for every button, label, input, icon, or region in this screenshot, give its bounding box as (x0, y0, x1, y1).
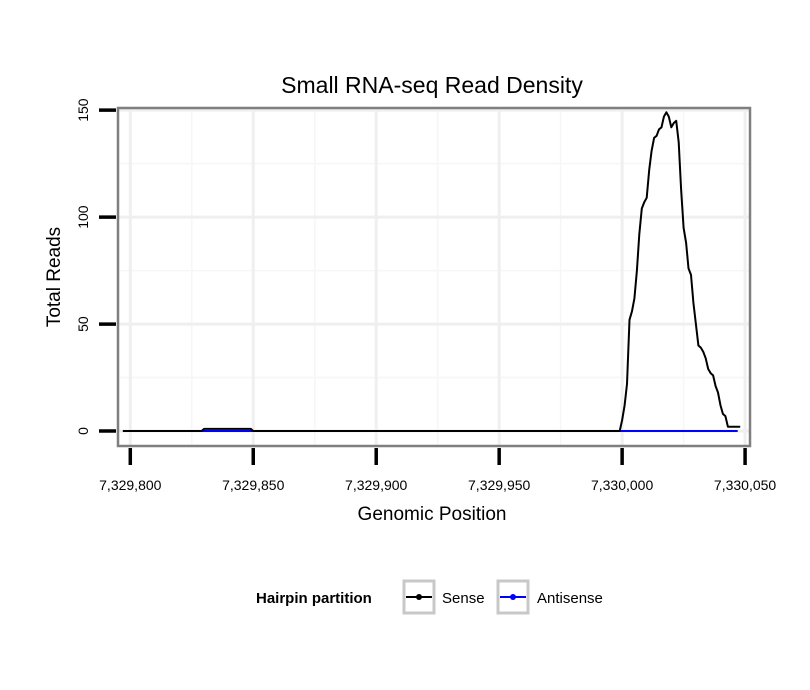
grid-lines (118, 108, 750, 446)
x-tick-label: 7,330,000 (591, 477, 653, 493)
y-axis-title: Total Reads (44, 227, 65, 327)
y-tick-label: 150 (75, 98, 91, 122)
x-tick-label: 7,330,050 (714, 477, 776, 493)
x-tick-label: 7,329,850 (222, 477, 284, 493)
legend-key-point (510, 594, 516, 600)
y-axis: 0 50 100 150 (75, 98, 116, 435)
x-axis-title: Genomic Position (358, 504, 507, 525)
x-tick-label: 7,329,800 (99, 477, 161, 493)
y-tick-label: 100 (75, 205, 91, 229)
x-tick-label: 7,329,950 (468, 477, 530, 493)
legend-label: Antisense (537, 590, 603, 607)
series-lines (122, 111, 741, 432)
legend-item-sense: Sense (402, 579, 485, 615)
plot-panel-border (116, 106, 752, 448)
x-tick-label: 7,329,900 (345, 477, 407, 493)
y-tick-label: 50 (75, 316, 91, 332)
legend: Hairpin partition Sense Antisense (256, 579, 603, 615)
series-line-sense (122, 111, 741, 432)
legend-item-antisense: Antisense (496, 579, 603, 615)
x-axis: 7,329,800 7,329,850 7,329,900 7,329,950 7,33… (99, 448, 776, 493)
legend-title: Hairpin partition (256, 590, 372, 607)
chart-title: Small RNA-seq Read Density (281, 72, 583, 98)
y-tick-label: 0 (75, 427, 91, 435)
legend-label: Sense (442, 590, 485, 607)
legend-key-point (416, 594, 422, 600)
